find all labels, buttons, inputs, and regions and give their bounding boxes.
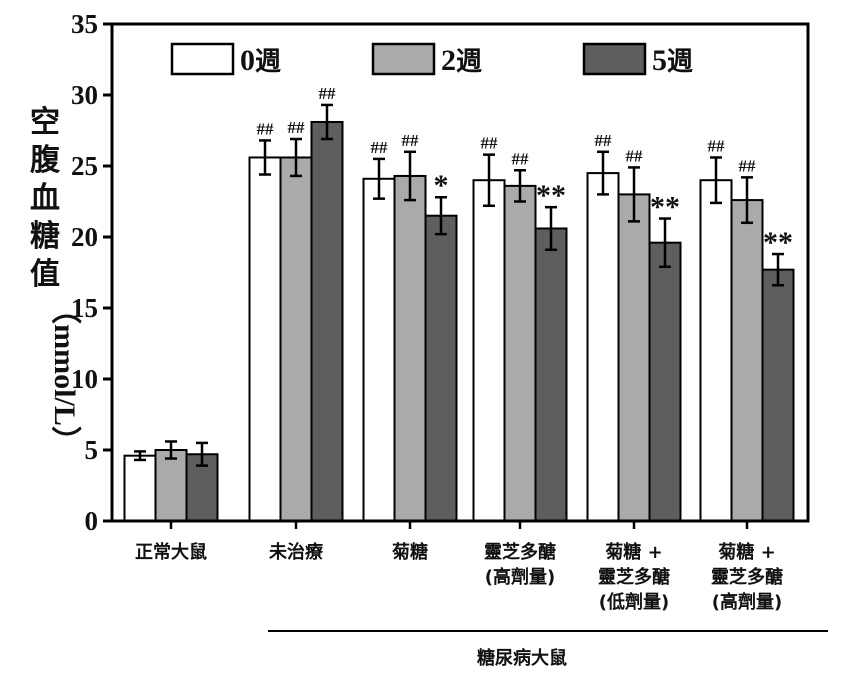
y-tick-label: 0 xyxy=(85,506,99,536)
significance-label: * xyxy=(434,169,449,202)
y-tick-label: 5 xyxy=(85,435,99,465)
category-labels: 正常大鼠 未治療 菊糖 靈芝多醣(高劑量)菊糖 +靈芝多醣(低劑量)菊糖 +靈芝多醣(… xyxy=(135,541,783,613)
significance-label: ## xyxy=(319,84,337,103)
y-tick-label: 30 xyxy=(71,80,98,110)
legend-label: 2週 xyxy=(441,44,482,77)
y-tick-label: 15 xyxy=(71,293,98,323)
significance-label: ## xyxy=(512,149,530,168)
group-bracket: 糖尿病大鼠 xyxy=(268,630,828,669)
plot-frame xyxy=(110,22,810,523)
category-label: 菊糖 xyxy=(392,541,428,563)
axes-layer: 0 5 10 15 20 25 30 35 xyxy=(71,9,749,536)
y-axis-title-char: 糖 xyxy=(30,219,60,254)
y-axis-title-char: 血 xyxy=(30,181,60,216)
bar xyxy=(310,120,344,522)
bar xyxy=(279,156,313,522)
significance-label: ## xyxy=(739,156,757,175)
bar xyxy=(472,179,506,522)
y-axis-title-char: 空 xyxy=(30,105,60,140)
bar xyxy=(362,177,396,522)
category-label: 菊糖 + xyxy=(718,541,775,563)
significance-label: ## xyxy=(371,138,389,157)
y-tick-label: 20 xyxy=(71,222,98,252)
bar xyxy=(123,454,157,522)
significance-label: ## xyxy=(626,146,644,165)
bar xyxy=(154,449,188,522)
significance-label: ## xyxy=(481,134,499,153)
category-label: (高劑量) xyxy=(712,591,782,613)
legend: 0週 2週 5週 xyxy=(170,42,693,77)
significance-label: ## xyxy=(595,131,613,150)
category-label: (低劑量) xyxy=(599,591,669,613)
bar xyxy=(730,199,764,523)
category-label: 靈芝多醣 xyxy=(598,566,670,588)
y-axis-unit: （mmol/L） xyxy=(48,294,82,456)
category-label: 未治療 xyxy=(269,541,324,563)
significance-label: ** xyxy=(763,226,793,259)
significance-label: ## xyxy=(257,119,275,138)
bar xyxy=(503,184,537,522)
y-tick-label: 35 xyxy=(71,9,98,39)
bars-layer: #### ## ## ######## ######* ** **** xyxy=(123,84,795,523)
legend-swatch xyxy=(582,42,647,76)
category-label: 菊糖 + xyxy=(605,541,662,563)
significance-label: ## xyxy=(402,131,420,150)
group-label: 糖尿病大鼠 xyxy=(477,647,567,669)
bar xyxy=(534,227,568,522)
bar xyxy=(248,156,282,522)
bar xyxy=(699,179,733,522)
category-label: (高劑量) xyxy=(485,566,555,588)
significance-label: ** xyxy=(650,191,680,224)
category-label: 靈芝多醣 xyxy=(484,541,556,563)
legend-label: 0週 xyxy=(240,44,281,77)
bar xyxy=(617,193,651,522)
legend-swatch xyxy=(170,42,235,76)
significance-label: ** xyxy=(536,179,566,212)
y-axis-title-char: 腹 xyxy=(30,143,61,178)
bar xyxy=(761,268,795,522)
y-tick-label: 25 xyxy=(71,151,98,181)
category-label: 正常大鼠 xyxy=(135,541,207,563)
bar xyxy=(648,241,682,522)
bar xyxy=(393,174,427,522)
bar xyxy=(586,172,620,522)
category-label: 靈芝多醣 xyxy=(711,566,783,588)
bar xyxy=(424,214,458,522)
legend-swatch xyxy=(371,42,436,76)
significance-label: ## xyxy=(708,136,726,155)
significance-label: ## xyxy=(288,118,306,137)
y-axis-title-char: 值 xyxy=(30,257,60,292)
y-tick-label: 10 xyxy=(71,364,98,394)
legend-label: 5週 xyxy=(652,44,693,77)
